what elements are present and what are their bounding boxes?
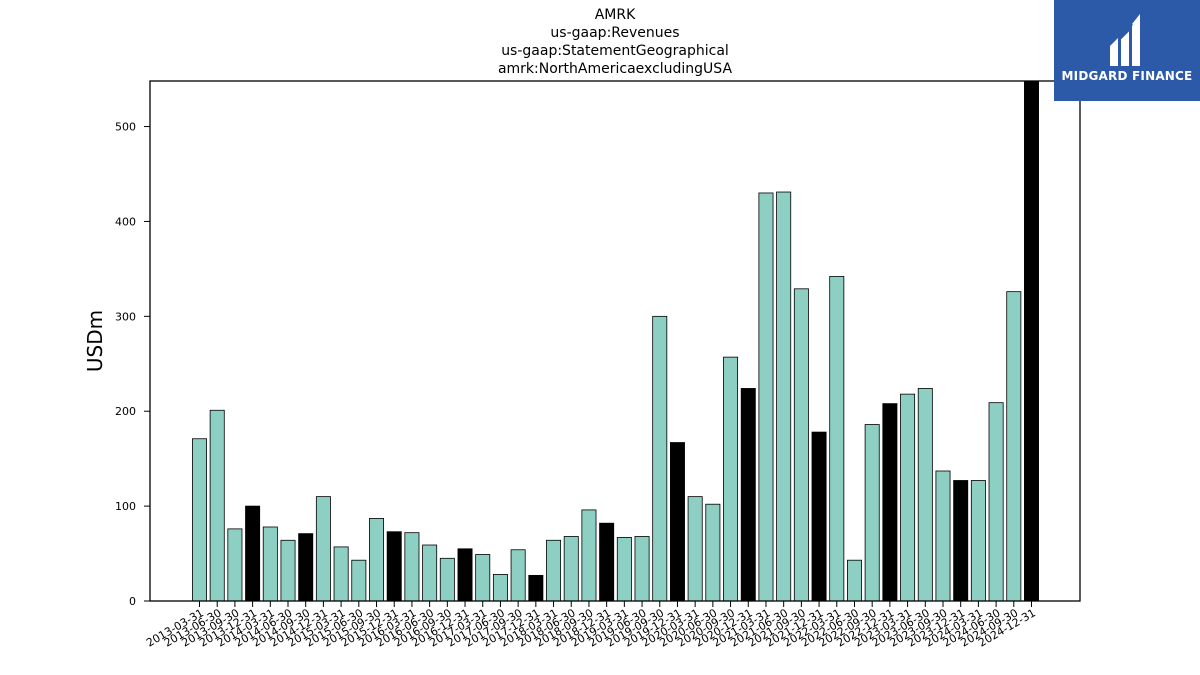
y-tick-label: 100 xyxy=(115,500,136,513)
x-axis: 2013-03-312013-06-302013-09-302013-12-31… xyxy=(144,601,1038,650)
bar-2017-12-31 xyxy=(528,574,544,602)
y-tick-label: 300 xyxy=(115,310,136,323)
bar-2020-03-31 xyxy=(687,496,703,602)
bar-2018-03-31 xyxy=(546,539,562,602)
bars xyxy=(192,80,1039,602)
bar-2019-03-31 xyxy=(616,537,632,602)
bar-2015-12-31 xyxy=(386,531,402,602)
bar-2019-06-30 xyxy=(634,536,650,602)
bar-2013-03-31 xyxy=(192,438,207,602)
y-axis: 0 100 200 300 400 500 xyxy=(115,121,150,608)
bar-2013-06-30 xyxy=(209,409,225,602)
bar-2024-09-30 xyxy=(1006,291,1022,602)
bar-2023-12-31 xyxy=(953,480,969,602)
bar-2014-09-30 xyxy=(298,533,314,602)
bar-2015-06-30 xyxy=(351,559,367,602)
bar-2022-03-31 xyxy=(829,276,845,602)
bar-2014-03-31 xyxy=(262,526,278,602)
bar-2021-12-31 xyxy=(811,431,827,602)
bar-2015-03-31 xyxy=(333,546,349,602)
bar-2024-03-31 xyxy=(970,480,986,602)
y-tick-label: 0 xyxy=(129,595,136,608)
bar-2019-12-31 xyxy=(669,442,685,602)
bar-2021-09-30 xyxy=(793,288,809,602)
bar-2022-06-30 xyxy=(847,559,862,602)
title-line-2: us-gaap:Revenues xyxy=(550,25,680,41)
bar-2017-09-30 xyxy=(510,549,526,602)
title-line-4: amrk:NorthAmericaexcludingUSA xyxy=(497,61,733,77)
bar-2023-06-30 xyxy=(917,388,933,602)
bar-2022-12-31 xyxy=(882,403,898,602)
y-axis-label: USDm xyxy=(83,310,107,372)
bar-2017-06-30 xyxy=(492,574,508,602)
brand-logo-text: MIDGARD FINANCE xyxy=(1061,69,1193,83)
bar-2013-09-30 xyxy=(227,528,243,602)
bar-2016-09-30 xyxy=(439,557,455,602)
chart-title: AMRK us-gaap:Revenues us-gaap:StatementG… xyxy=(415,6,815,78)
bar-2019-09-30 xyxy=(652,315,668,602)
y-tick-label: 400 xyxy=(115,215,136,228)
title-line-1: AMRK xyxy=(594,7,636,23)
bar-2017-03-31 xyxy=(475,554,491,602)
bar-2018-06-30 xyxy=(563,536,579,602)
bar-2021-03-31 xyxy=(758,192,774,602)
bar-2016-03-31 xyxy=(404,532,420,602)
bar-2015-09-30 xyxy=(369,518,385,602)
bar-2013-12-31 xyxy=(245,505,261,602)
bar-2016-06-30 xyxy=(422,544,438,602)
bar-2024-06-30 xyxy=(988,402,1004,602)
midgard-logo-icon xyxy=(1110,14,1140,66)
bar-2023-03-31 xyxy=(900,393,916,602)
bar-2018-09-30 xyxy=(581,509,597,602)
bar-2014-12-31 xyxy=(315,496,331,602)
bar-2014-06-30 xyxy=(280,539,296,602)
bar-2021-06-30 xyxy=(776,191,792,602)
bar-2020-06-30 xyxy=(705,503,721,602)
y-tick-label: 200 xyxy=(115,405,136,418)
brand-logo: MIDGARD FINANCE xyxy=(1054,0,1200,101)
plot-frame xyxy=(149,80,1081,602)
bar-2020-09-30 xyxy=(723,356,739,602)
bar-2023-09-30 xyxy=(935,470,951,602)
bar-2020-12-31 xyxy=(740,388,756,602)
bar-2022-09-30 xyxy=(864,424,880,602)
y-tick-label: 500 xyxy=(115,121,136,134)
bar-2018-12-31 xyxy=(599,522,615,602)
title-line-3: us-gaap:StatementGeographical xyxy=(501,43,729,59)
bar-2024-12-31 xyxy=(1024,80,1039,602)
bar-2016-12-31 xyxy=(457,548,473,602)
